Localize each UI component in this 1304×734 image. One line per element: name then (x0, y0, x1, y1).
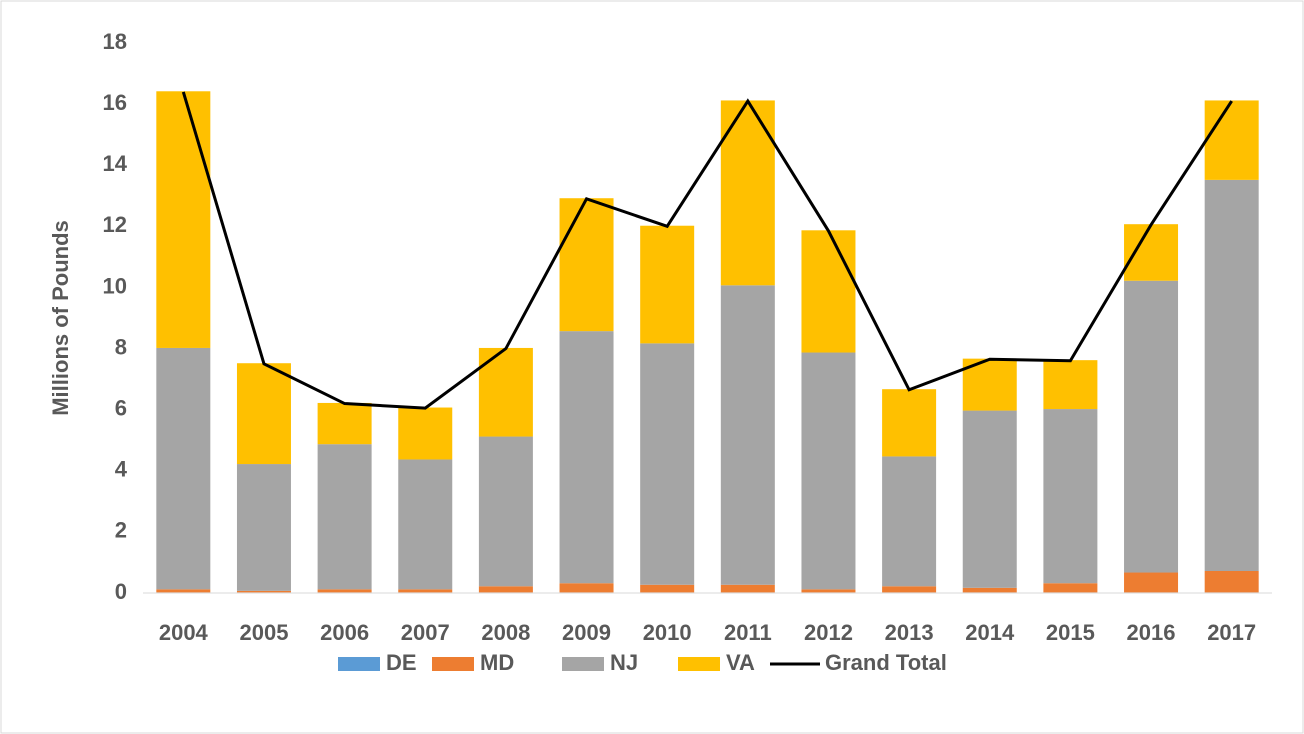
legend-swatch (338, 657, 380, 671)
y-tick-label: 14 (103, 151, 128, 176)
bar-segment (478, 586, 533, 593)
bar-segment (317, 402, 372, 445)
bar-segment (882, 389, 937, 457)
bar-segment (156, 347, 211, 590)
x-tick-label: 2004 (159, 620, 209, 645)
bar-segment (962, 587, 1017, 593)
legend-label: MD (480, 650, 514, 675)
bar-segment (317, 444, 372, 590)
bar-segment (1043, 409, 1098, 584)
bar-segment (559, 331, 614, 584)
bar-segment (559, 198, 614, 332)
bar-segment (236, 464, 291, 591)
bar-segment (640, 584, 695, 593)
y-tick-label: 18 (103, 29, 127, 54)
bar-segment (236, 363, 291, 465)
x-tick-label: 2015 (1046, 620, 1095, 645)
bar-segment (801, 352, 856, 590)
bar-segment (1043, 360, 1098, 410)
legend-swatch (432, 657, 474, 671)
legend-swatch (562, 657, 604, 671)
bar-segment (156, 589, 211, 593)
bar-segment (1124, 572, 1179, 593)
bar-segment (720, 584, 775, 593)
y-tick-label: 2 (115, 518, 127, 543)
legend-swatch (678, 657, 720, 671)
bar-segment (640, 225, 695, 344)
bar-segment (398, 459, 453, 590)
bar-segment (236, 590, 291, 593)
x-tick-label: 2014 (965, 620, 1015, 645)
bar-segment (1124, 224, 1179, 281)
bar-segment (882, 586, 937, 593)
bar-segment (801, 230, 856, 353)
bar-segment (962, 410, 1017, 588)
bar-segment (640, 343, 695, 585)
y-tick-label: 10 (103, 273, 127, 298)
bar-segment (801, 589, 856, 593)
bar-segment (478, 436, 533, 587)
y-tick-label: 12 (103, 212, 127, 237)
bar-segment (1124, 280, 1179, 573)
bar-segment (559, 583, 614, 593)
bar-segment (720, 285, 775, 585)
x-tick-label: 2009 (562, 620, 611, 645)
line-series (181, 91, 1233, 410)
x-tick-label: 2007 (401, 620, 450, 645)
y-tick-label: 6 (115, 395, 127, 420)
x-tick-label: 2011 (724, 620, 772, 645)
bar-segment (398, 407, 453, 460)
y-tick-label: 8 (115, 334, 127, 359)
y-tick-label: 0 (115, 579, 127, 604)
y-tick-label: 16 (103, 90, 127, 115)
legend-label: DE (386, 650, 417, 675)
legend-label: Grand Total (825, 650, 947, 675)
x-tick-label: 2010 (643, 620, 692, 645)
x-tick-label: 2012 (804, 620, 853, 645)
x-tick-label: 2008 (481, 620, 530, 645)
bar-segment (156, 91, 211, 348)
bar-segment (317, 589, 372, 593)
bar-segment (1204, 571, 1259, 593)
legend-label: NJ (610, 650, 638, 675)
bar-segment (398, 589, 453, 593)
x-tick-label: 2006 (320, 620, 369, 645)
x-tick-label: 2016 (1127, 620, 1176, 645)
y-tick-label: 4 (115, 457, 128, 482)
y-axis-label: Millions of Pounds (48, 220, 73, 416)
bar-segment (882, 456, 937, 587)
legend-label: VA (726, 650, 755, 675)
x-tick-label: 2013 (885, 620, 934, 645)
bar-segment (1043, 583, 1098, 593)
bar-segment (1204, 179, 1259, 571)
bar-segment (1204, 100, 1259, 180)
x-tick-label: 2005 (239, 620, 288, 645)
x-tick-label: 2017 (1207, 620, 1256, 645)
